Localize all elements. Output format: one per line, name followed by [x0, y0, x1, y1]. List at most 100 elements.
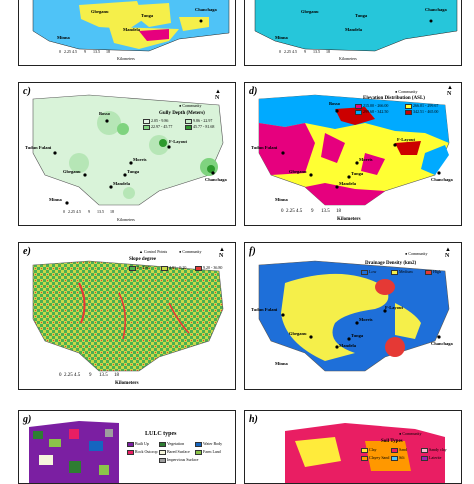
town-tunga-c: Tunga [127, 169, 140, 174]
scale-bar-a: 0 2.25 4.5 9 13.5 18 [59, 49, 110, 54]
map-panel-g: g) LULC types Built Up Vegetation Water … [18, 410, 236, 484]
town-chanchaga-d: Chanchaga [431, 177, 453, 182]
legend-h-3: Clayey Sand [361, 455, 389, 461]
legend-e-2: 9.20 - 36.80 [195, 265, 222, 271]
town-minna-c: Minna [49, 197, 62, 202]
community-legend-f: ● Community [405, 251, 428, 256]
map-panel-f: f) ▲ N ● Community Drainage Density (km2)… [244, 242, 462, 390]
legend-title-d: Elevation Distribution (ASL) [363, 96, 425, 101]
map-b-svg [245, 0, 461, 65]
panel-label-e: e) [23, 246, 31, 257]
legend-g-0: Built Up [127, 441, 149, 447]
legend-title-c: Gully Depth (Meters) [159, 111, 205, 116]
scale-unit-d: Kilometers [337, 217, 361, 222]
legend-f-1: Medium [391, 269, 413, 275]
legend-h-0: Clay [361, 447, 377, 453]
town-tudun-d: Tudun Fulani [251, 145, 278, 150]
map-a-svg [32, 0, 230, 52]
community-legend-e: ● Community [179, 249, 202, 254]
map-f-svg [258, 260, 450, 372]
town-minna-b: Minna [275, 35, 288, 40]
legend-c-2: 22.97 - 45.77 [143, 124, 172, 130]
town-gbeganu-b: Gbeganu [301, 9, 319, 14]
north-arrow-icon-d: ▲ N [447, 85, 453, 97]
legend-title-e: Slope degree [129, 257, 156, 262]
scale-unit-a: Kilometers [117, 56, 135, 61]
town-tunga-a: Tunga [141, 13, 154, 18]
map-panel-e: e) ▲ N ▲ Control Points ● Community Slope… [18, 242, 236, 390]
town-minna-d: Minna [275, 197, 288, 202]
town-tunga-f: Tunga [351, 333, 364, 338]
scale-unit-b: Kilometers [339, 56, 357, 61]
town-bosso-d: Bosso [329, 101, 341, 106]
legend-g-6: Impervious Surface [159, 457, 198, 463]
town-flayout-f: F-Layout [385, 305, 403, 310]
scale-bar-e: 0 2.25 4.5 9 13.5 18 [59, 373, 119, 378]
town-chanchaga-c: Chanchaga [205, 177, 227, 182]
legend-c-1: 9.86 - 22.97 [185, 118, 212, 124]
legend-h-4: Silt [391, 455, 405, 461]
town-minna-f: Minna [275, 361, 288, 366]
scale-bar-d: 0 2.25 4.5 9 13.5 18 [281, 209, 341, 214]
town-gbeganu-c: Gbeganu [63, 169, 81, 174]
legend-d-0: 215.00 - 266.00 [355, 103, 388, 109]
town-morris-f: Morris [359, 317, 373, 322]
scale-unit-c: Kilometers [117, 217, 135, 222]
legend-h-1: Sand [391, 447, 407, 453]
map-c-svg [32, 94, 224, 206]
town-tunga-b: Tunga [355, 13, 368, 18]
community-legend-d: ● Community [395, 89, 418, 94]
legend-d-3: 342.51 - 465.00 [405, 109, 438, 115]
north-arrow-icon-e: ▲ N [219, 247, 225, 259]
map-d-svg [258, 94, 450, 206]
north-arrow-icon-c: ▲ N [215, 89, 221, 101]
map-panel-b: Gbeganu Tunga Mandela Chanchaga Minna 0 … [244, 0, 462, 66]
north-arrow-icon-f: ▲ N [445, 247, 451, 259]
map-g-svg [29, 421, 119, 483]
community-legend-h: ● Community [399, 431, 422, 436]
legend-g-1: Vegetation [159, 441, 184, 447]
town-tudun-c: Tudun Fulani [25, 145, 52, 150]
town-tudun-f: Tudun Fulani [251, 307, 278, 312]
legend-e-1: 4.81 - 9.20 [161, 265, 186, 271]
town-gbeganu-f: Gbeganu [289, 331, 307, 336]
town-gbeganu-d: Gbeganu [289, 169, 307, 174]
map-panel-a: Gbeganu Tunga Mandela Chanchaga Minna 0 … [18, 0, 236, 66]
legend-c-3: 45.77 - 81.68 [185, 124, 214, 130]
town-chanchaga-b: Chanchaga [425, 7, 447, 12]
town-chanchaga-a: Chanchaga [195, 7, 217, 12]
legend-g-5: Farm Land [195, 449, 221, 455]
town-mandela-b: Mandela [345, 27, 363, 32]
legend-title-h: Soil Types [381, 439, 403, 444]
town-mandela-a: Mandela [123, 27, 141, 32]
map-h-svg [285, 423, 445, 483]
legend-title-g: LULC types [145, 431, 177, 437]
map-panel-h: h) ● Community Soil Types Clay Sand Sand… [244, 410, 462, 484]
legend-g-4: Bared Surface [159, 449, 190, 455]
scale-bar-c: 0 2.25 4.5 9 13.5 18 [63, 209, 114, 214]
town-minna-a: Minna [57, 35, 70, 40]
scale-bar-b: 0 2.25 4.5 9 13.5 18 [279, 49, 330, 54]
control-points-legend-e: ▲ Control Points [139, 249, 168, 254]
legend-d-1: 266.01 - 299.67 [405, 103, 438, 109]
panel-label-g: g) [23, 414, 32, 425]
legend-e-0: 0 - 4.80 [129, 265, 149, 271]
town-flayout-d: F-Layout [397, 137, 415, 142]
town-bosso-c: Bosso [99, 111, 111, 116]
panel-label-c: c) [23, 86, 31, 97]
town-morris-d: Morris [359, 157, 373, 162]
legend-g-2: Water Body [195, 441, 222, 447]
map-panel-d: d) ▲ N ● Community Elevation Distribution… [244, 82, 462, 226]
town-mandela-c: Mandela [113, 181, 131, 186]
town-flayout-c: F-Layout [169, 139, 187, 144]
legend-f-2: High [425, 269, 441, 275]
legend-g-3: Rock Outcrop [127, 449, 158, 455]
legend-h-5: Laterite [421, 455, 441, 461]
legend-title-f: Drainage Density (km2) [365, 261, 417, 266]
map-panel-c: c) ▲ N ● Community Gully Depth (Meters) 2… [18, 82, 236, 226]
community-legend-c: ● Community [179, 103, 202, 108]
legend-f-0: Low [361, 269, 376, 275]
panel-label-h: h) [249, 414, 258, 425]
panel-label-f: f) [249, 246, 256, 257]
town-tunga-d: Tunga [351, 171, 364, 176]
